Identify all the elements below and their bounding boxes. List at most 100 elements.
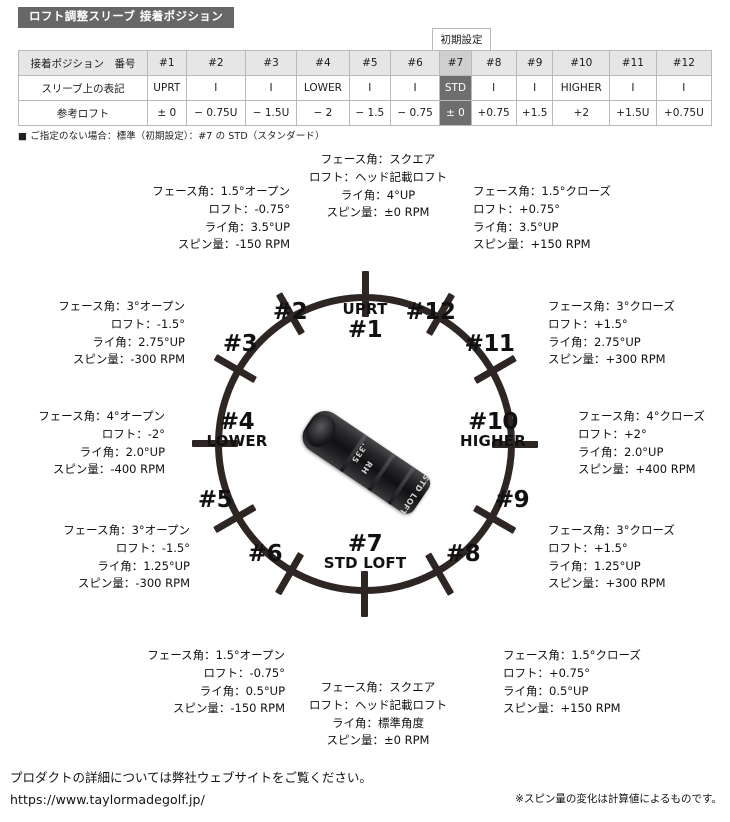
- loft-8: +0.75: [470, 100, 517, 126]
- annotation-7-face: フェース角：スクエア: [320, 680, 436, 694]
- annotation-3-loft: ロフト：-1.5°: [110, 316, 185, 331]
- dial-position-2[interactable]: #2: [265, 300, 315, 324]
- col-header-2: #2: [185, 50, 247, 76]
- annotation-position-11: フェース角：3°クローズ ロフト：+1.5° ライ角：2.75°UP スピン量：…: [548, 298, 730, 369]
- footer-disclaimer: ※スピン量の変化は計算値によるものです。: [515, 793, 722, 805]
- marking-1: UPRT: [147, 75, 187, 101]
- footer-url[interactable]: https://www.taylormadegolf.jp/: [10, 791, 205, 807]
- annotation-10-spin: スピン量：+400 RPM: [578, 462, 696, 477]
- page-title: ロフト調整スリーブ 接着ポジション: [18, 7, 235, 28]
- annotation-9-face: フェース角：3°クローズ: [548, 523, 675, 537]
- dial-position-1-num: #1: [347, 316, 383, 343]
- annotation-6-face: フェース角：1.5°オープン: [147, 648, 285, 662]
- marking-3: I: [245, 75, 297, 101]
- annotation-5-face: フェース角：3°オープン: [63, 523, 190, 537]
- sleeve-position-table: 接着ポジション 番号 #1 #2 #3 #4 #5 #6 #7 #8 #9 #1…: [18, 50, 713, 126]
- dial-position-7[interactable]: #7 STD LOFT: [305, 532, 425, 572]
- annotation-8-spin: スピン量：+150 RPM: [503, 701, 621, 716]
- dial-position-1[interactable]: UPRT #1: [330, 300, 400, 343]
- table-row-lofts: 参考ロフト ± 0 − 0.75U − 1.5U − 2 − 1.5 − 0.7…: [18, 100, 713, 126]
- annotation-position-4: フェース角：4°オープン ロフト：-2° ライ角：2.0°UP スピン量：-40…: [0, 408, 165, 479]
- annotation-position-7: フェース角：スクエア ロフト：ヘッド記載ロフト ライ角：標準角度 スピン量：±0…: [283, 679, 473, 750]
- dial-position-8[interactable]: #8: [438, 542, 488, 566]
- footer: プロダクトの詳細については弊社ウェブサイトをご覧ください。 https://ww…: [10, 767, 372, 811]
- dial-position-3-num: #3: [222, 331, 258, 357]
- annotation-8-face: フェース角：1.5°クローズ: [503, 648, 641, 662]
- annotation-2-loft: ロフト：-0.75°: [208, 201, 290, 216]
- dial-position-4[interactable]: #4 LOWER: [192, 410, 282, 450]
- annotation-3-face: フェース角：3°オープン: [58, 299, 185, 313]
- col-header-9: #9: [515, 50, 554, 76]
- loft-1: ± 0: [147, 100, 187, 126]
- annotation-10-lie: ライ角：2.0°UP: [578, 444, 664, 459]
- annotation-10-face: フェース角：4°クローズ: [578, 409, 705, 423]
- position-dial: UPRT #1 #2 #3 #4 LOWER #5 #6 #7 STD LOFT…: [0, 150, 730, 760]
- annotation-7-loft: ロフト：ヘッド記載ロフト: [309, 697, 447, 712]
- loft-12: +0.75U: [655, 100, 713, 126]
- annotation-6-loft: ロフト：-0.75°: [203, 665, 285, 680]
- annotation-7-lie: ライ角：標準角度: [332, 715, 424, 730]
- annotation-1-spin: スピン量：±0 RPM: [326, 205, 430, 220]
- annotation-11-loft: ロフト：+1.5°: [548, 316, 628, 331]
- annotation-1-face: フェース角：スクエア: [320, 152, 436, 166]
- dial-position-3[interactable]: #3: [215, 332, 265, 356]
- annotation-2-lie: ライ角：3.5°UP: [204, 219, 290, 234]
- annotation-position-10: フェース角：4°クローズ ロフト：+2° ライ角：2.0°UP スピン量：+40…: [578, 408, 730, 479]
- loft-5: − 1.5: [348, 100, 391, 126]
- dial-position-5[interactable]: #5: [190, 488, 240, 512]
- annotation-11-face: フェース角：3°クローズ: [548, 299, 675, 313]
- dial-position-10-sub: HIGHER: [460, 432, 526, 451]
- loft-10: +2: [552, 100, 611, 126]
- loft-4: − 2: [295, 100, 350, 126]
- dial-position-4-sub: LOWER: [206, 432, 268, 451]
- dial-position-8-num: #8: [445, 541, 481, 567]
- col-header-7: #7: [439, 50, 472, 76]
- annotation-4-lie: ライ角：2.0°UP: [79, 444, 165, 459]
- dial-tick-layer: [192, 271, 538, 617]
- loft-3: − 1.5U: [245, 100, 297, 126]
- col-header-5: #5: [348, 50, 391, 76]
- marking-8: I: [470, 75, 517, 101]
- col-header-8: #8: [470, 50, 517, 76]
- marking-9: I: [515, 75, 554, 101]
- marking-7: STD: [439, 75, 472, 101]
- annotation-5-spin: スピン量：-300 RPM: [77, 576, 190, 591]
- col-header-3: #3: [245, 50, 297, 76]
- annotation-4-face: フェース角：4°オープン: [38, 409, 165, 423]
- col-header-6: #6: [389, 50, 441, 76]
- annotation-12-lie: ライ角：3.5°UP: [473, 219, 559, 234]
- annotation-7-spin: スピン量：±0 RPM: [326, 733, 430, 748]
- dial-position-7-sub: STD LOFT: [323, 554, 407, 573]
- row-label-position: 接着ポジション 番号: [18, 50, 148, 76]
- dial-position-11-num: #11: [464, 331, 515, 357]
- dial-position-6[interactable]: #6: [240, 542, 290, 566]
- annotation-2-face: フェース角：1.5°オープン: [152, 184, 290, 198]
- annotation-8-loft: ロフト：+0.75°: [503, 665, 590, 680]
- annotation-12-loft: ロフト：+0.75°: [473, 201, 560, 216]
- dial-position-9[interactable]: #9: [487, 488, 537, 512]
- annotation-position-9: フェース角：3°クローズ ロフト：+1.5° ライ角：1.25°UP スピン量：…: [548, 522, 730, 593]
- annotation-4-spin: スピン量：-400 RPM: [52, 462, 165, 477]
- col-header-1: #1: [147, 50, 187, 76]
- annotation-position-6: フェース角：1.5°オープン ロフト：-0.75° ライ角：0.5°UP スピン…: [95, 647, 285, 718]
- annotation-11-lie: ライ角：2.75°UP: [548, 334, 641, 349]
- loft-7: ± 0: [439, 100, 472, 126]
- dial-position-4-num: #4: [219, 409, 255, 435]
- marking-5: I: [348, 75, 391, 101]
- col-header-11: #11: [609, 50, 657, 76]
- annotation-1-loft: ロフト：ヘッド記載ロフト: [309, 169, 447, 184]
- dial-position-12[interactable]: #12: [403, 300, 458, 324]
- dial-position-2-num: #2: [272, 299, 308, 325]
- dial-position-11[interactable]: #11: [462, 332, 517, 356]
- annotation-11-spin: スピン量：+300 RPM: [548, 352, 666, 367]
- table-note: ■ ご指定のない場合：標準（初期設定）：#7 の STD（スタンダード）: [18, 131, 325, 142]
- dial-position-10[interactable]: #10 HIGHER: [443, 410, 543, 450]
- annotation-3-lie: ライ角：2.75°UP: [92, 334, 185, 349]
- annotation-position-5: フェース角：3°オープン ロフト：-1.5° ライ角：1.25°UP スピン量：…: [5, 522, 190, 593]
- annotation-position-12: フェース角：1.5°クローズ ロフト：+0.75° ライ角：3.5°UP スピン…: [473, 183, 673, 254]
- col-header-4: #4: [295, 50, 350, 76]
- dial-position-5-num: #5: [197, 487, 233, 513]
- annotation-12-face: フェース角：1.5°クローズ: [473, 184, 611, 198]
- dial-position-1-sub: UPRT: [342, 300, 388, 318]
- dial-position-10-num: #10: [468, 409, 518, 435]
